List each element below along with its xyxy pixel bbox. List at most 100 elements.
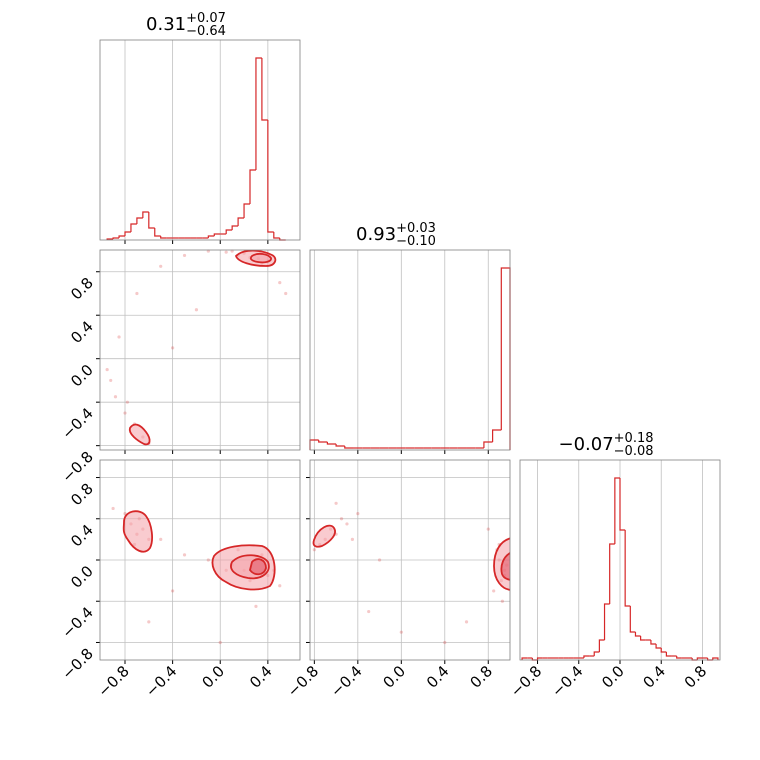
contour-group bbox=[128, 250, 277, 446]
frames: 0.31+0.07 −0.640.93+0.03 −0.10−0.8 −0.4 0.0 0… bbox=[58, 11, 721, 701]
histogram-step bbox=[261, 58, 268, 121]
contour bbox=[500, 552, 510, 581]
histogram-step bbox=[344, 446, 354, 449]
contour bbox=[249, 252, 272, 264]
scatter-point bbox=[135, 291, 139, 296]
scatter-point bbox=[147, 620, 151, 624]
scatter-point bbox=[367, 609, 371, 614]
histogram-step bbox=[326, 442, 337, 445]
title-text: 0.93 bbox=[356, 224, 396, 245]
histogram-step bbox=[598, 639, 605, 652]
histogram-step bbox=[629, 606, 636, 633]
scatter-point bbox=[182, 553, 187, 557]
scatter-point bbox=[443, 640, 447, 645]
histogram-step bbox=[249, 169, 256, 204]
scatter-point bbox=[171, 346, 175, 350]
x-tick-label: 0.8 bbox=[681, 662, 711, 692]
histogram-step bbox=[335, 444, 345, 447]
histogram-step bbox=[665, 652, 672, 657]
histogram-step bbox=[603, 603, 610, 640]
x-tick-label: −0.8 bbox=[284, 662, 322, 700]
contour bbox=[122, 510, 153, 553]
scatter-point bbox=[254, 604, 258, 608]
scatter-point bbox=[350, 537, 354, 541]
histogram-step bbox=[124, 231, 131, 236]
scatter-point bbox=[125, 400, 129, 404]
histogram-step bbox=[483, 441, 493, 448]
x-tick-label: 0.4 bbox=[246, 662, 276, 692]
histogram-step bbox=[225, 229, 233, 234]
y-tick-label: −0.4 bbox=[58, 603, 96, 641]
x-tick-label: 0.4 bbox=[423, 662, 453, 692]
y-tick-label: −0.8 bbox=[58, 645, 96, 683]
scatter-point bbox=[218, 640, 222, 645]
panel-frame bbox=[99, 459, 301, 661]
x-tick-label: −0.4 bbox=[548, 662, 586, 700]
title-upper: +0.07 bbox=[186, 11, 226, 26]
scatter-point bbox=[492, 589, 496, 593]
title-upper: +0.03 bbox=[396, 221, 436, 236]
x-tick-label: −0.4 bbox=[142, 662, 180, 700]
scatter-point bbox=[105, 367, 109, 372]
histogram-step bbox=[712, 657, 719, 660]
scatter-point bbox=[356, 512, 360, 516]
histogram-step bbox=[267, 120, 274, 233]
contour bbox=[128, 423, 151, 446]
contour bbox=[312, 524, 336, 548]
histogram-step bbox=[207, 235, 215, 238]
histogram-step bbox=[593, 651, 600, 656]
histogram-step bbox=[660, 648, 667, 653]
scatter-point bbox=[345, 522, 349, 526]
histogram-step bbox=[255, 57, 262, 170]
histogram-step bbox=[213, 233, 221, 236]
panel-frame bbox=[99, 39, 301, 241]
scatter-point bbox=[224, 250, 228, 254]
scatter-point bbox=[486, 527, 490, 531]
histogram-step bbox=[500, 267, 511, 450]
histogram-step bbox=[160, 236, 167, 239]
scatter-point bbox=[339, 517, 344, 521]
title-lower: −0.10 bbox=[396, 234, 436, 249]
histogram-step bbox=[619, 478, 626, 531]
histogram-step bbox=[318, 440, 328, 443]
panel-title: 0.93+0.03 −0.10 bbox=[356, 221, 436, 249]
histogram-step bbox=[624, 530, 631, 607]
y-tick-label: −0.4 bbox=[58, 404, 96, 442]
histogram-step bbox=[118, 235, 125, 238]
x-tick-label: 0.4 bbox=[639, 662, 669, 692]
scatter-point bbox=[109, 378, 113, 383]
title-text: 0.31 bbox=[146, 14, 186, 35]
histogram-step bbox=[130, 223, 137, 232]
scatter-point bbox=[182, 253, 187, 258]
marks bbox=[100, 40, 719, 661]
histogram-step bbox=[492, 429, 502, 442]
histogram-step bbox=[237, 217, 245, 226]
y-tick-label: 0.0 bbox=[67, 361, 97, 391]
scatter-point bbox=[171, 589, 175, 593]
scatter-point bbox=[278, 584, 282, 588]
x-tick-label: −0.8 bbox=[94, 662, 132, 700]
scatter-point bbox=[159, 264, 163, 268]
panel-title: −0.07+0.18 −0.08 bbox=[558, 431, 653, 459]
x-tick-label: −0.8 bbox=[507, 662, 545, 700]
histogram-step bbox=[696, 657, 703, 660]
y-tick-label: 0.4 bbox=[67, 317, 97, 347]
y-tick-label: −0.8 bbox=[58, 448, 96, 486]
scatter-point bbox=[123, 411, 127, 415]
x-tick-label: 0.0 bbox=[380, 662, 410, 692]
scatter-point bbox=[111, 506, 115, 511]
scatter-point bbox=[194, 308, 199, 312]
contour bbox=[249, 558, 267, 576]
histogram-step bbox=[148, 212, 155, 229]
panel-frame bbox=[519, 459, 721, 661]
scatter-point bbox=[117, 335, 121, 339]
histogram-step bbox=[640, 636, 646, 641]
contour-group bbox=[122, 510, 276, 591]
title-lower: −0.64 bbox=[186, 24, 226, 39]
contour-group bbox=[312, 524, 510, 591]
scatter-point bbox=[399, 630, 403, 634]
title-lower: −0.08 bbox=[614, 444, 654, 459]
x-tick-label: 0.0 bbox=[198, 662, 228, 692]
histogram-step bbox=[583, 655, 590, 658]
scatter-point bbox=[312, 548, 316, 552]
